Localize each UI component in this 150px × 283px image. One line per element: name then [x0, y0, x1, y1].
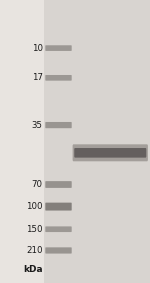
FancyBboxPatch shape — [45, 181, 72, 188]
FancyBboxPatch shape — [45, 122, 72, 128]
FancyBboxPatch shape — [45, 45, 72, 51]
FancyBboxPatch shape — [45, 75, 72, 81]
FancyBboxPatch shape — [45, 203, 72, 211]
Text: 150: 150 — [26, 225, 43, 234]
FancyBboxPatch shape — [45, 226, 72, 232]
FancyBboxPatch shape — [74, 148, 146, 158]
Text: kDa: kDa — [23, 265, 43, 274]
Bar — [44, 0, 150, 283]
Text: 35: 35 — [32, 121, 43, 130]
FancyBboxPatch shape — [73, 144, 148, 161]
Text: 10: 10 — [32, 44, 43, 53]
Text: 17: 17 — [32, 73, 43, 82]
Text: 100: 100 — [26, 202, 43, 211]
Text: 210: 210 — [26, 246, 43, 255]
FancyBboxPatch shape — [45, 247, 72, 254]
Text: 70: 70 — [32, 180, 43, 189]
